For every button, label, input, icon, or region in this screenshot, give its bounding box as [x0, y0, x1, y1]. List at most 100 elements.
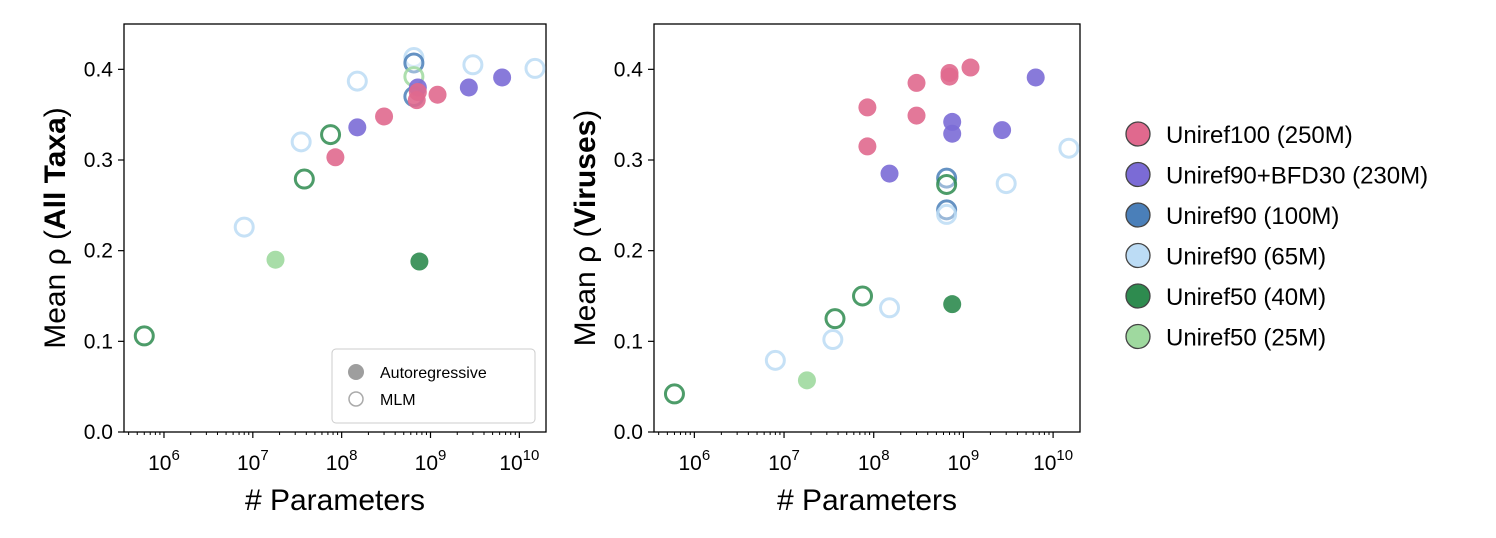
x-tick-label: 1010 — [499, 447, 539, 475]
y-tick-label: 0.0 — [614, 421, 643, 444]
x-tick-exponent: 10 — [523, 447, 540, 464]
axes-frame — [653, 23, 1081, 433]
x-tick-base: 10 — [148, 452, 171, 475]
x-tick-base: 10 — [948, 452, 971, 475]
x-tick-base: 10 — [326, 452, 349, 475]
x-tick-label: 106 — [148, 447, 180, 475]
x-tick-exponent: 8 — [881, 447, 889, 464]
x-axis-label: # Parameters — [777, 484, 957, 517]
x-tick-exponent: 6 — [171, 447, 179, 464]
legend-marker-u50l — [1125, 283, 1151, 309]
data-point-u50l-mlm — [133, 325, 155, 347]
data-point-bfd-autoregressive — [1026, 68, 1045, 87]
y-tick-label: 0.3 — [614, 149, 643, 172]
legend-label-u100: Uniref100 (250M) — [1166, 122, 1353, 149]
x-tick-exponent: 10 — [1056, 447, 1073, 464]
data-point-u100-autoregressive — [961, 58, 980, 77]
data-point-u90s-mlm — [524, 57, 546, 79]
data-point-u50l-mlm — [663, 383, 685, 405]
data-point-bfd-autoregressive — [493, 68, 512, 87]
data-point-u90s-mlm — [1058, 137, 1080, 159]
x-tick-label: 109 — [415, 447, 447, 475]
data-point-u100-autoregressive — [326, 148, 345, 167]
data-point-u90s-mlm — [936, 203, 958, 225]
data-point-u50s-autoregressive — [266, 250, 285, 269]
data-point-u50l-mlm — [320, 124, 342, 146]
x-tick-label: 107 — [237, 447, 269, 475]
y-tick-label: 0.2 — [614, 240, 643, 263]
x-tick-label: 109 — [948, 447, 980, 475]
x-tick-label: 108 — [326, 447, 358, 475]
data-point-u100-autoregressive — [907, 106, 926, 125]
x-axis-label: # Parameters — [245, 484, 425, 517]
y-axis-label-bold: Viruses — [569, 120, 602, 228]
data-point-u50l-autoregressive — [943, 295, 962, 314]
x-tick-label: 106 — [679, 447, 711, 475]
x-tick-base: 10 — [768, 452, 791, 475]
x-tick-exponent: 7 — [260, 447, 268, 464]
autoregressive-marker-icon — [348, 364, 364, 380]
x-tick-exponent: 8 — [349, 447, 357, 464]
legend-marker-bfd — [1125, 161, 1151, 188]
data-point-u90s-mlm — [346, 70, 368, 92]
y-tick-label: 0.2 — [84, 240, 113, 263]
data-point-bfd-autoregressive — [943, 124, 962, 143]
x-tick-exponent: 9 — [438, 447, 446, 464]
data-point-u90s-mlm — [822, 329, 844, 351]
legend-label-bfd: Uniref90+BFD30 (230M) — [1166, 163, 1428, 190]
data-point-bfd-autoregressive — [880, 164, 899, 183]
y-axis-label-bold: All Taxa — [39, 117, 72, 230]
data-point-u100-autoregressive — [428, 85, 447, 104]
data-point-u100-autoregressive — [407, 91, 426, 110]
data-point-u50l-mlm — [852, 285, 874, 307]
x-tick-base: 10 — [679, 452, 702, 475]
data-point-u100-autoregressive — [858, 137, 877, 156]
legend-label-u50s: Uniref50 (25M) — [1166, 325, 1326, 352]
data-point-bfd-autoregressive — [993, 121, 1012, 140]
axes-frame — [123, 23, 547, 433]
series-legend: Uniref100 (250M) Uniref90+BFD30 (230M) Uni… — [1125, 121, 1428, 352]
y-axis-label-prefix: Mean ρ ( — [39, 230, 72, 349]
x-tick-base: 10 — [1033, 452, 1056, 475]
data-point-u90s-mlm — [462, 54, 484, 76]
data-point-u100-autoregressive — [940, 67, 959, 86]
legend-label-u90l: Uniref90 (100M) — [1166, 203, 1339, 230]
legend-marker-u50s — [1125, 323, 1151, 350]
data-point-u50l-mlm — [824, 308, 846, 330]
y-axis-label-suffix: ) — [569, 110, 602, 120]
y-tick-label: 0.3 — [84, 149, 113, 172]
x-tick-base: 10 — [415, 452, 438, 475]
x-tick-label: 107 — [768, 447, 800, 475]
y-axis-label: Mean ρ (All Taxa) — [39, 107, 72, 349]
mlm-legend-label: MLM — [380, 392, 416, 409]
x-tick-exponent: 7 — [792, 447, 800, 464]
data-point-u50s-autoregressive — [797, 371, 816, 390]
y-tick-label: 0.0 — [84, 421, 113, 444]
y-axis-label: Mean ρ (Viruses) — [569, 110, 602, 347]
data-point-u100-autoregressive — [375, 107, 394, 126]
y-tick-label: 0.1 — [614, 330, 643, 353]
data-point-u50l-autoregressive — [410, 252, 429, 271]
data-point-u90s-mlm — [879, 297, 901, 319]
x-tick-label: 1010 — [1033, 447, 1073, 475]
x-tick-base: 10 — [499, 452, 522, 475]
data-point-u100-autoregressive — [907, 73, 926, 92]
legend-label-u90s: Uniref90 (65M) — [1166, 244, 1326, 271]
data-point-u50l-mlm — [293, 168, 315, 190]
mlm-marker-icon — [348, 391, 364, 407]
legend-label-u50l: Uniref50 (40M) — [1166, 284, 1326, 311]
x-tick-exponent: 6 — [702, 447, 710, 464]
autoregressive-legend-label: Autoregressive — [380, 365, 487, 382]
x-tick-exponent: 9 — [971, 447, 979, 464]
y-tick-label: 0.4 — [84, 58, 114, 81]
data-point-u90s-mlm — [290, 131, 312, 153]
y-axis-label-suffix: ) — [39, 107, 72, 117]
data-point-u90s-mlm — [764, 349, 786, 371]
data-point-u50l-mlm — [936, 173, 958, 195]
x-tick-base: 10 — [237, 452, 260, 475]
model-type-legend-box — [331, 348, 536, 424]
legend-marker-u90l — [1125, 202, 1151, 228]
